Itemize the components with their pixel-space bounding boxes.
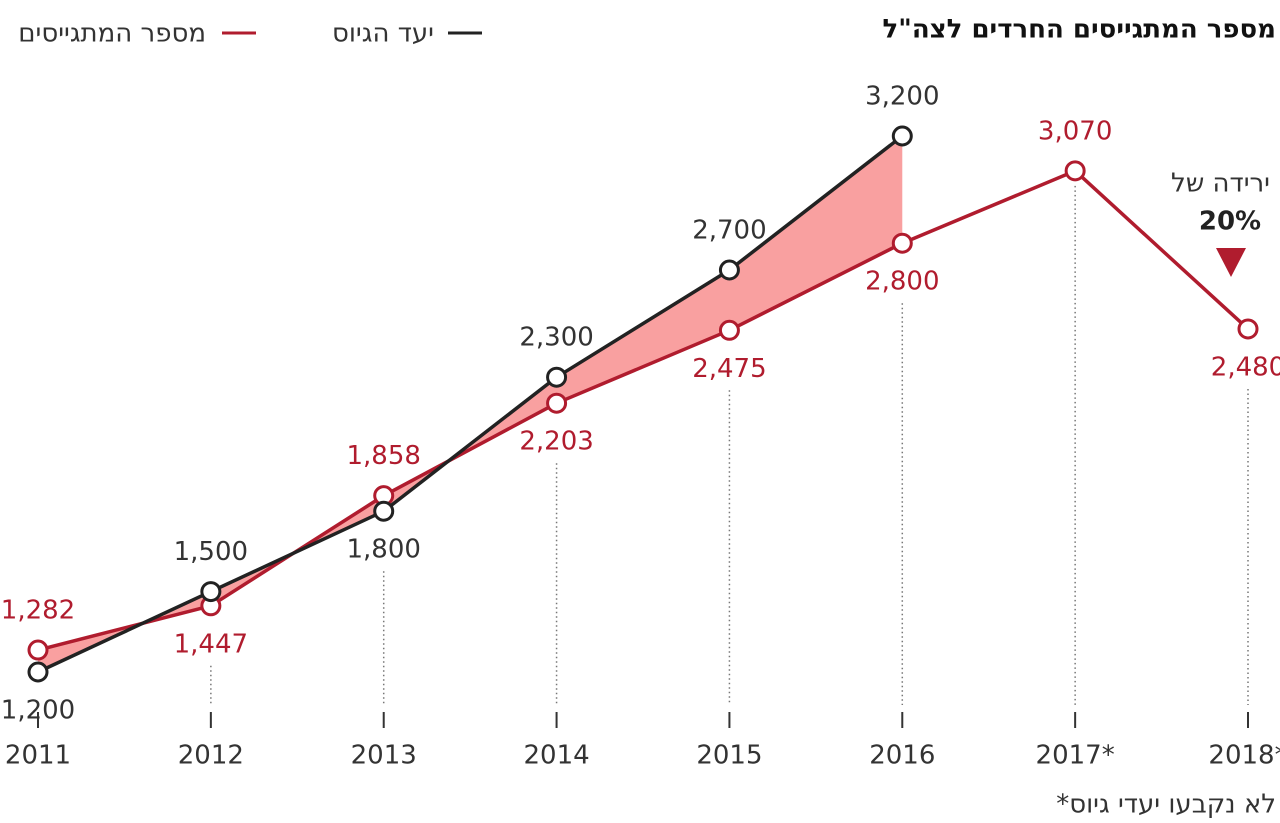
point — [27, 639, 49, 661]
value-label: 3,200 — [865, 82, 939, 112]
x-tick-label: 2014 — [523, 741, 589, 771]
point — [546, 366, 568, 388]
annotation: ירידה של — [1171, 169, 1270, 199]
annotation-highlight: 20% — [1199, 207, 1261, 237]
value-label: 2,203 — [519, 427, 593, 457]
series-line — [37, 169, 1250, 652]
down-arrow — [1216, 248, 1246, 277]
point — [1064, 160, 1086, 182]
footnote: *לא נקבעו יעדי גיוס — [1056, 790, 1276, 820]
value-label: 1,200 — [1, 696, 75, 726]
value-label: 1,800 — [346, 535, 420, 565]
x-tick-label: 2012 — [178, 741, 244, 771]
gap-area — [38, 136, 903, 672]
point — [891, 232, 913, 254]
point — [546, 392, 568, 414]
point — [718, 259, 740, 281]
chart-title: מספר המתגייסים החרדים לצה"ל — [883, 15, 1276, 45]
legend-label: יעד הגיוס — [332, 19, 434, 49]
value-label: 2,480 — [1211, 352, 1280, 382]
point — [891, 125, 913, 147]
x-tick-label: 2013 — [351, 741, 417, 771]
value-label: 1,447 — [174, 629, 248, 659]
x-tick-label: 2015 — [696, 741, 762, 771]
value-label: 2,700 — [692, 216, 766, 246]
value-label: 1,500 — [174, 537, 248, 567]
value-label: 2,300 — [519, 323, 593, 353]
x-tick-label: 2017* — [1036, 741, 1115, 771]
value-label: 1,282 — [1, 596, 75, 626]
legend-label: מספר המתגייסים — [18, 19, 206, 49]
value-label: 2,475 — [692, 354, 766, 384]
x-tick-label: 2018* — [1208, 741, 1280, 771]
point — [27, 661, 49, 683]
point — [718, 319, 740, 341]
x-tick-label: 2011 — [5, 741, 71, 771]
value-label: 2,800 — [865, 267, 939, 297]
point — [1237, 318, 1259, 340]
point — [200, 581, 222, 603]
series-line — [37, 134, 904, 674]
value-label: 1,858 — [346, 441, 420, 471]
value-label: 3,070 — [1038, 116, 1112, 146]
point — [373, 500, 395, 522]
x-tick-label: 2016 — [869, 741, 935, 771]
